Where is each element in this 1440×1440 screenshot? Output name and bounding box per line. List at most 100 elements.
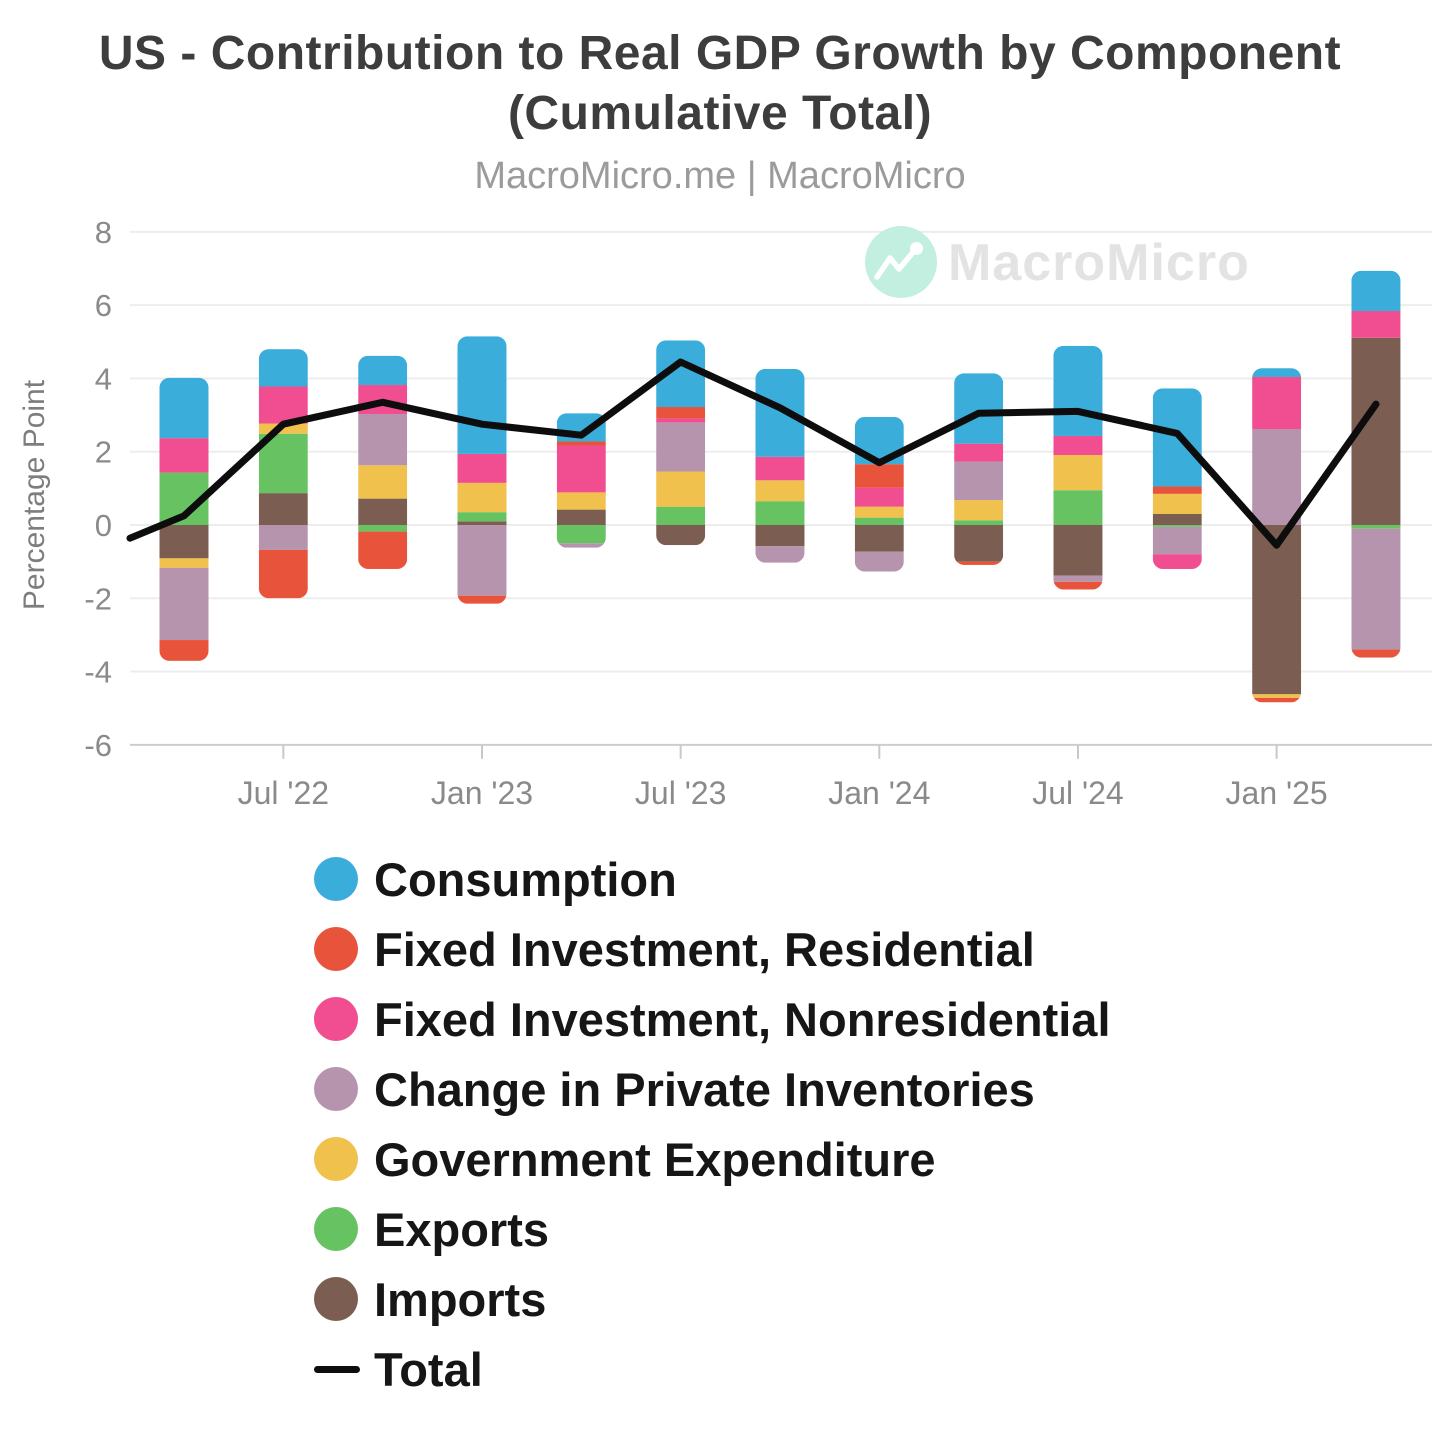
segment-inventories[interactable] xyxy=(1351,528,1401,650)
segment-residential[interactable] xyxy=(1053,581,1103,590)
segment-residential[interactable] xyxy=(656,407,706,419)
segment-imports[interactable] xyxy=(854,525,904,552)
segment-exports[interactable] xyxy=(1053,490,1103,525)
segment-exports[interactable] xyxy=(954,520,1004,525)
segment-exports[interactable] xyxy=(1152,525,1202,527)
bar-oct-23[interactable] xyxy=(755,368,805,563)
segment-nonresidential[interactable] xyxy=(1252,376,1302,430)
segment-nonresidential[interactable] xyxy=(556,445,606,493)
total-line[interactable] xyxy=(126,358,1380,549)
bar-oct-22[interactable] xyxy=(358,355,408,569)
segment-residential[interactable] xyxy=(954,561,1004,565)
segment-consumption[interactable] xyxy=(358,355,408,386)
segment-exports[interactable] xyxy=(457,512,507,522)
segment-residential[interactable] xyxy=(556,441,606,446)
segment-consumption[interactable] xyxy=(954,373,1004,444)
segment-imports[interactable] xyxy=(457,521,507,525)
segment-nonresidential[interactable] xyxy=(656,418,706,423)
segment-government[interactable] xyxy=(1252,694,1302,698)
segment-imports[interactable] xyxy=(1152,514,1202,525)
segment-government[interactable] xyxy=(1053,455,1103,491)
bar-jul-22[interactable] xyxy=(258,349,308,599)
segment-imports[interactable] xyxy=(954,525,1004,562)
legend-item-government[interactable]: Government Expenditure xyxy=(314,1124,1440,1194)
segment-nonresidential[interactable] xyxy=(1152,554,1202,569)
segment-consumption[interactable] xyxy=(457,336,507,454)
segment-inventories[interactable] xyxy=(1053,575,1103,582)
bar-apr-25[interactable] xyxy=(1351,270,1401,658)
segment-residential[interactable] xyxy=(854,464,904,488)
segment-inventories[interactable] xyxy=(457,525,507,596)
segment-imports[interactable] xyxy=(1252,525,1302,695)
segment-inventories[interactable] xyxy=(755,546,805,563)
segment-nonresidential[interactable] xyxy=(159,438,209,473)
segment-government[interactable] xyxy=(656,471,706,507)
segment-consumption[interactable] xyxy=(159,377,209,439)
segment-residential[interactable] xyxy=(1351,649,1401,658)
segment-imports[interactable] xyxy=(258,493,308,525)
segment-consumption[interactable] xyxy=(755,368,805,457)
segment-inventories[interactable] xyxy=(556,543,606,548)
bar-jan-23[interactable] xyxy=(457,336,507,604)
segment-inventories[interactable] xyxy=(358,413,408,466)
segment-exports[interactable] xyxy=(358,525,408,532)
segment-exports[interactable] xyxy=(755,501,805,525)
segment-residential[interactable] xyxy=(159,640,209,661)
x-tick-label: Jul '22 xyxy=(238,775,330,811)
segment-inventories[interactable] xyxy=(1252,429,1302,525)
segment-consumption[interactable] xyxy=(1351,270,1401,312)
segment-residential[interactable] xyxy=(358,531,408,569)
segment-government[interactable] xyxy=(854,506,904,518)
legend-dot-icon xyxy=(314,1137,358,1181)
segment-inventories[interactable] xyxy=(954,461,1004,501)
segment-imports[interactable] xyxy=(656,525,706,546)
segment-nonresidential[interactable] xyxy=(1053,435,1103,456)
segment-exports[interactable] xyxy=(1351,525,1401,529)
segment-imports[interactable] xyxy=(358,498,408,525)
segment-inventories[interactable] xyxy=(854,551,904,572)
segment-consumption[interactable] xyxy=(1053,345,1103,436)
segment-government[interactable] xyxy=(954,500,1004,521)
segment-consumption[interactable] xyxy=(258,349,308,387)
segment-inventories[interactable] xyxy=(656,422,706,472)
segment-consumption[interactable] xyxy=(1252,368,1302,377)
segment-nonresidential[interactable] xyxy=(1351,311,1401,338)
segment-exports[interactable] xyxy=(854,517,904,525)
segment-government[interactable] xyxy=(755,480,805,502)
legend-item-total[interactable]: Total xyxy=(314,1334,1440,1404)
segment-residential[interactable] xyxy=(1152,486,1202,494)
segment-inventories[interactable] xyxy=(159,567,209,641)
segment-government[interactable] xyxy=(1152,493,1202,515)
legend-item-imports[interactable]: Imports xyxy=(314,1264,1440,1334)
legend-item-inventories[interactable]: Change in Private Inventories xyxy=(314,1054,1440,1124)
segment-government[interactable] xyxy=(457,482,507,513)
bar-oct-24[interactable] xyxy=(1152,388,1202,569)
segment-inventories[interactable] xyxy=(258,525,308,550)
segment-imports[interactable] xyxy=(159,525,209,559)
segment-government[interactable] xyxy=(556,492,606,510)
segment-government[interactable] xyxy=(358,465,408,499)
segment-nonresidential[interactable] xyxy=(457,453,507,483)
legend-dot-icon xyxy=(314,857,358,901)
segment-inventories[interactable] xyxy=(1152,526,1202,555)
bar-apr-24[interactable] xyxy=(954,373,1004,565)
bar-jan-25[interactable] xyxy=(1252,368,1302,703)
segment-imports[interactable] xyxy=(755,525,805,547)
legend-item-nonresidential[interactable]: Fixed Investment, Nonresidential xyxy=(314,984,1440,1054)
segment-imports[interactable] xyxy=(556,509,606,525)
segment-nonresidential[interactable] xyxy=(854,487,904,507)
segment-nonresidential[interactable] xyxy=(954,443,1004,462)
segment-nonresidential[interactable] xyxy=(755,456,805,481)
segment-residential[interactable] xyxy=(258,549,308,599)
legend-item-exports[interactable]: Exports xyxy=(314,1194,1440,1264)
bar-jul-24[interactable] xyxy=(1053,345,1103,590)
bar-jan-24[interactable] xyxy=(854,416,904,572)
segment-imports[interactable] xyxy=(1053,525,1103,576)
legend-item-consumption[interactable]: Consumption xyxy=(314,844,1440,914)
segment-residential[interactable] xyxy=(457,595,507,604)
segment-government[interactable] xyxy=(159,558,209,568)
segment-exports[interactable] xyxy=(556,525,606,544)
segment-exports[interactable] xyxy=(656,506,706,525)
legend-item-residential[interactable]: Fixed Investment, Residential xyxy=(314,914,1440,984)
segment-residential[interactable] xyxy=(1252,697,1302,703)
